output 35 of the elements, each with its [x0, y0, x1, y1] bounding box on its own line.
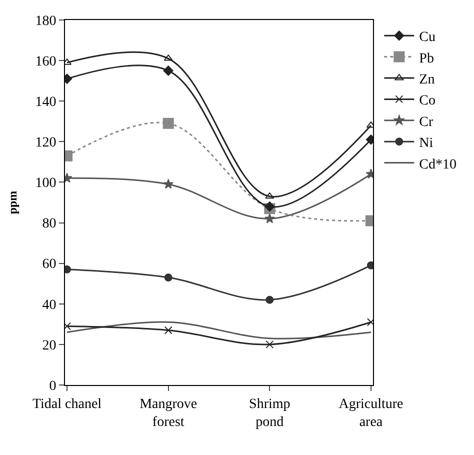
y-tick-label: 100 — [35, 176, 56, 192]
point — [65, 322, 72, 330]
point — [164, 326, 172, 334]
x-tick-label: Mangrove forest — [140, 396, 198, 430]
point — [366, 261, 373, 270]
point — [264, 213, 275, 224]
y-tick-label: 40 — [42, 298, 56, 313]
y-tick-label: 20 — [42, 338, 56, 354]
y-tick-label: 180 — [35, 14, 56, 29]
point — [266, 340, 274, 348]
point — [164, 274, 172, 282]
legend-label: Cu — [419, 30, 436, 46]
x-tick-label: Tidal chanel — [32, 396, 102, 412]
legend-label: Cr — [419, 114, 434, 130]
legend-label: Cd*10 — [419, 157, 457, 172]
y-tick-label: 120 — [35, 136, 56, 151]
legend-label: Zn — [419, 72, 435, 88]
point — [266, 296, 274, 304]
y-tick-label: 140 — [35, 95, 56, 110]
point — [366, 318, 373, 326]
point — [65, 265, 72, 274]
y-tick-label: 80 — [42, 216, 56, 232]
legend-label: Ni — [419, 136, 434, 152]
point — [163, 66, 174, 76]
x-tick-label: Agriculture area — [338, 396, 404, 430]
y-tick-label: 0 — [49, 378, 56, 394]
y-axis-title: ppm — [6, 190, 20, 214]
legend-label: Pb — [419, 51, 434, 66]
y-tick-label: 60 — [42, 257, 56, 272]
y-tick-label: 160 — [35, 54, 56, 70]
point — [163, 178, 174, 189]
legend-label: Co — [419, 94, 436, 109]
x-tick-label: Shrimp pond — [249, 396, 290, 430]
point — [264, 202, 275, 212]
point — [265, 192, 274, 199]
